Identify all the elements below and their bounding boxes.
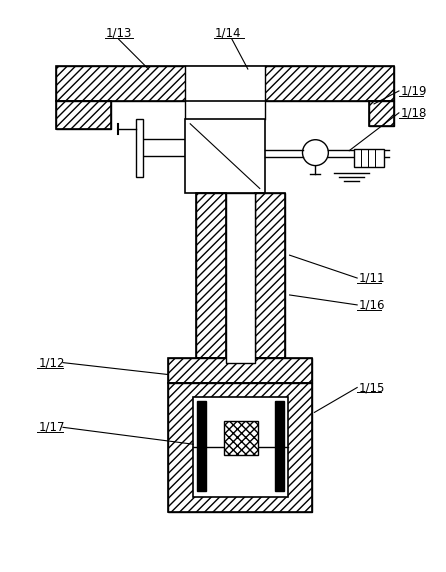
Text: 1/17: 1/17	[39, 421, 66, 434]
Bar	[369, 101, 394, 126]
Text: 1/19: 1/19	[401, 85, 427, 97]
Text: 1/14: 1/14	[215, 27, 241, 39]
Bar	[56, 66, 394, 101]
Bar	[56, 101, 111, 129]
Bar	[224, 422, 258, 455]
Bar	[354, 149, 384, 166]
Bar	[185, 119, 265, 193]
Bar	[168, 358, 313, 383]
Bar	[226, 193, 255, 363]
Bar	[168, 383, 313, 512]
Text: 1/12: 1/12	[39, 356, 66, 369]
Bar	[56, 101, 111, 129]
Bar	[369, 101, 394, 126]
Bar	[185, 66, 265, 119]
Bar	[136, 119, 144, 177]
Bar	[275, 402, 284, 491]
Text: 1/13: 1/13	[105, 27, 132, 39]
Bar	[56, 66, 394, 101]
Bar	[168, 358, 313, 383]
Bar	[196, 193, 226, 358]
Text: 1/11: 1/11	[359, 272, 386, 284]
Bar	[140, 139, 185, 156]
Bar	[168, 383, 313, 512]
Text: 1/16: 1/16	[359, 299, 386, 311]
Bar	[255, 193, 285, 358]
Text: 1/15: 1/15	[359, 381, 385, 394]
Bar	[196, 193, 226, 358]
Bar	[255, 193, 285, 358]
Bar	[197, 402, 206, 491]
Text: 1/18: 1/18	[401, 106, 427, 120]
Bar	[193, 398, 288, 497]
